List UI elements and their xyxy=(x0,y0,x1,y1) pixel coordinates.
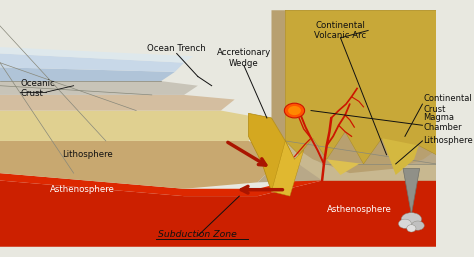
Text: Lithosphere: Lithosphere xyxy=(423,136,473,145)
Polygon shape xyxy=(327,159,364,175)
Text: Lithosphere: Lithosphere xyxy=(62,150,113,159)
Text: Magma
Chamber: Magma Chamber xyxy=(423,113,462,132)
Polygon shape xyxy=(258,10,436,182)
Polygon shape xyxy=(0,67,175,81)
Polygon shape xyxy=(272,141,304,196)
Text: Continental
Crust: Continental Crust xyxy=(423,94,472,114)
Polygon shape xyxy=(0,95,235,111)
Ellipse shape xyxy=(284,103,305,118)
Polygon shape xyxy=(0,53,184,72)
Text: Continental
Volcanic Arc: Continental Volcanic Arc xyxy=(314,21,366,40)
Polygon shape xyxy=(0,47,193,63)
Polygon shape xyxy=(403,169,419,215)
Polygon shape xyxy=(382,138,419,175)
Polygon shape xyxy=(0,111,272,141)
Text: Asthenosphere: Asthenosphere xyxy=(50,185,115,194)
Ellipse shape xyxy=(288,106,301,115)
Polygon shape xyxy=(285,10,436,164)
Polygon shape xyxy=(0,173,436,196)
Text: Ocean Trench: Ocean Trench xyxy=(147,44,206,53)
Ellipse shape xyxy=(407,225,416,232)
Text: Asthenosphere: Asthenosphere xyxy=(327,205,392,214)
Ellipse shape xyxy=(399,219,411,228)
Polygon shape xyxy=(248,113,294,191)
Ellipse shape xyxy=(411,221,424,230)
Polygon shape xyxy=(285,141,436,180)
Polygon shape xyxy=(0,180,436,247)
Polygon shape xyxy=(0,81,198,95)
Ellipse shape xyxy=(401,213,421,226)
Text: Accretionary
Wedge: Accretionary Wedge xyxy=(217,48,271,68)
Polygon shape xyxy=(272,10,436,173)
Polygon shape xyxy=(0,141,285,189)
Text: Subduction Zone: Subduction Zone xyxy=(158,230,237,239)
Text: Oceanic
Crust: Oceanic Crust xyxy=(20,79,55,98)
